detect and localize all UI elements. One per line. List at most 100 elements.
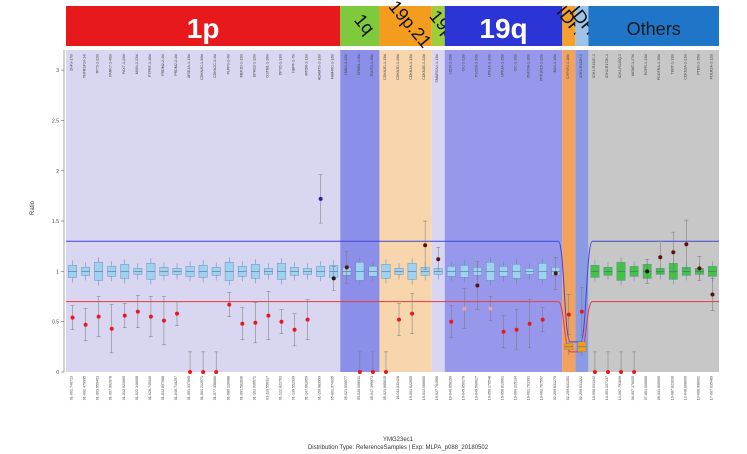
data-point	[671, 250, 676, 255]
x-tick-label: 01-026.745340	[148, 376, 152, 400]
probe-label: PRDM2-2-4bl	[161, 54, 165, 76]
x-tick-label: 01-046.740297	[174, 376, 178, 400]
data-point	[553, 271, 558, 276]
probe-label: CDKN2D-1-13bl	[383, 54, 387, 80]
x-tick-label: 01-022.346608	[135, 376, 139, 400]
region-header-others	[588, 6, 719, 46]
x-tick-label: 01-089.126088	[226, 376, 230, 400]
x-tick-label: 19-013.066600	[422, 376, 426, 400]
data-points	[70, 174, 715, 374]
x-tick-label: 05-026.008911	[357, 376, 361, 400]
data-point	[266, 313, 271, 318]
probe-label: TP73-1-22bl	[96, 54, 100, 74]
y-tick-label: 0.5	[52, 320, 59, 326]
probe-label: PPP1R15-1-22bl	[540, 54, 544, 81]
data-point	[83, 322, 88, 327]
probe-label: UPK1A-1-14bl	[487, 54, 491, 77]
probe-label: LDLR-1-19bl	[448, 54, 452, 75]
region-header-19q	[444, 6, 563, 46]
probe-label: POLR2A-1-12bl	[709, 54, 713, 80]
probe-label: CYP4F2-1-18bl	[566, 54, 570, 79]
probe-label: PDGFRA-1-15bl	[657, 54, 661, 80]
probe-labels: ZNF3-17bl TNFRSF14-14l TP73-1-22bl PARK7-1-…	[70, 54, 714, 83]
x-tick-label: 19-001.622055	[409, 376, 413, 400]
data-point	[344, 265, 349, 270]
probe-label: MGMT-1-27bl	[631, 54, 635, 76]
x-tick-label: 01-077.358686	[213, 376, 217, 400]
x-tick-label: 01-113.556317	[265, 376, 269, 400]
probe-label: ARID1A-1-13bl	[187, 54, 191, 78]
data-point	[632, 370, 637, 374]
y-tick-label: 2.5	[52, 118, 59, 124]
x-tick-label: 01-061.212571	[200, 376, 204, 400]
probe-label: TERT-1-13bl	[670, 54, 674, 75]
region-header-idh1	[562, 6, 576, 46]
x-tick-label: 01-122.821703	[278, 376, 282, 400]
region-band-idh2	[575, 50, 589, 372]
x-tick-label: 19-060.215134	[514, 376, 518, 400]
region-band-1q	[340, 50, 380, 372]
data-point	[566, 312, 571, 317]
region-label: Others	[627, 19, 681, 39]
data-point	[70, 315, 75, 320]
x-tick-label: 05-021.930577	[344, 376, 348, 400]
y-tick-label: 3	[56, 68, 59, 74]
x-tick-label: 19-061.701391	[527, 376, 531, 400]
data-point	[331, 276, 336, 281]
probe-label: BAX-1-10bl	[553, 54, 557, 73]
probe-label: EGFR-1-13bl	[644, 54, 648, 75]
data-point	[397, 317, 402, 322]
probe-label: IDH1-R132H-1	[579, 54, 583, 78]
x-tick-label: 19-056.176548	[487, 376, 491, 400]
x-tick-label: 06-007.176035	[631, 376, 635, 400]
probe-label: DPYD-1-13bl	[278, 54, 282, 75]
probe-label: CDKN2C-3-4bl	[213, 54, 217, 78]
data-point	[514, 327, 519, 332]
data-point	[188, 370, 193, 374]
region-label: 1p	[187, 13, 220, 44]
x-tick-label: 01-001.746713	[70, 376, 74, 400]
probe-label: IDH2-R172K-1	[605, 54, 609, 78]
probe-label: PAX7-1-23bl	[122, 54, 126, 74]
probe-label: PLPP3-2-4bl	[226, 54, 230, 75]
data-point	[148, 314, 153, 319]
x-tick-label: 19-040.658199	[448, 376, 452, 400]
x-tick-label: 07-051.006066	[644, 376, 648, 400]
data-point	[214, 370, 219, 374]
probe-label: ZNF3-17bl	[70, 54, 74, 71]
data-point	[501, 329, 506, 334]
data-point	[645, 269, 650, 274]
x-tick-label: 01-007.902978	[109, 376, 113, 400]
x-tick-label: 02-209.631270	[553, 376, 557, 400]
x-tick-label: 01-003.559463	[96, 376, 100, 400]
x-tick-label: 01-139.552939	[292, 376, 296, 400]
data-point	[279, 319, 284, 324]
x-tick-label: 18-011.811428	[396, 376, 400, 400]
x-tick-label: 02-209.631301	[566, 376, 570, 400]
probe-label: IDH2-R140Q-1	[618, 54, 622, 78]
x-tick-label: 01-002.479995	[83, 376, 87, 400]
y-tick-label: 1	[56, 269, 59, 275]
region-header-1p	[66, 6, 341, 46]
probe-label: CIC-1-10bl	[514, 54, 518, 72]
region-band-idh1	[562, 50, 576, 372]
x-tick-label: 13-006.998002	[696, 376, 700, 400]
x-tick-label: 01-147.662659	[305, 376, 309, 400]
data-point	[370, 370, 375, 374]
probe-label: LMNA-1-42bl	[344, 54, 348, 75]
y-tick-label: 1.5	[52, 219, 59, 225]
upper-threshold-line	[66, 240, 719, 343]
probe-label: IDH1-R132C-1	[592, 54, 596, 78]
threshold-lines	[66, 240, 719, 353]
x-tick-label: 10-087.823036	[670, 376, 674, 400]
data-point	[161, 318, 166, 323]
x-tick-label: 01-032.807088	[161, 376, 165, 400]
data-point	[292, 327, 297, 332]
probe-label: PRDM2-2-4bl	[174, 54, 178, 76]
x-tick-label: 09-031.905990	[657, 376, 661, 400]
data-point	[305, 317, 310, 322]
probe-label: ADAMTS-1-13bl	[318, 54, 322, 80]
probe-label: PTEN-1-15bl	[696, 54, 700, 75]
